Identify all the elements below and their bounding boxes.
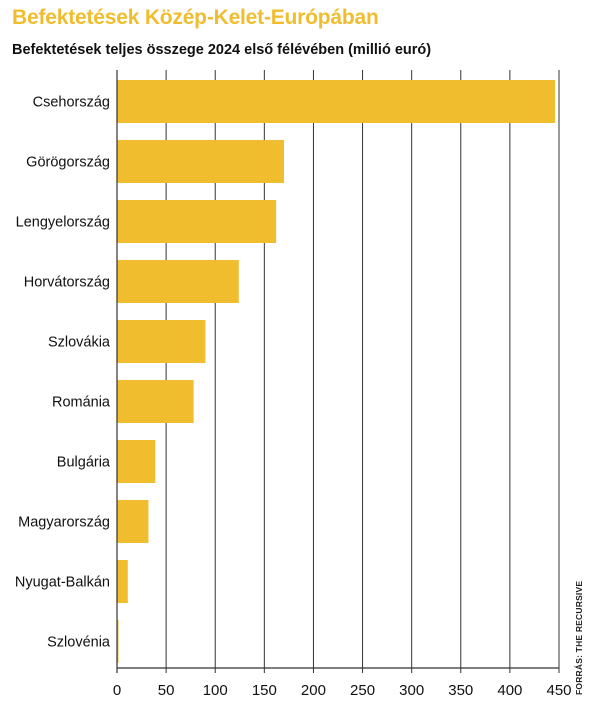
bar-10 — [117, 620, 119, 663]
category-label-9: Nyugat-Balkán — [15, 575, 110, 591]
x-tick-label-450: 450 — [546, 682, 571, 699]
category-labels: Csehország Görögország Lengyelország Horvát… — [15, 95, 111, 651]
category-label-4: Horvátország — [24, 275, 110, 291]
chart-subtitle: Befektetések teljes összege 2024 első fé… — [12, 42, 432, 58]
category-label-5: Szlovákia — [48, 335, 111, 351]
x-tick-label-150: 150 — [252, 682, 277, 699]
bar-7 — [117, 440, 156, 483]
category-label-7: Bulgária — [57, 455, 111, 471]
bar-1 — [117, 80, 556, 123]
bar-9 — [117, 560, 128, 603]
category-label-2: Görögország — [26, 155, 110, 171]
bar-4 — [117, 260, 239, 303]
x-tick-label-200: 200 — [301, 682, 326, 699]
bar-5 — [117, 320, 206, 363]
bars — [117, 80, 556, 663]
x-tick-label-50: 50 — [158, 682, 175, 699]
bar-2 — [117, 140, 284, 183]
x-tick-label-0: 0 — [113, 682, 121, 699]
bar-3 — [117, 200, 277, 243]
x-tick-label-300: 300 — [399, 682, 424, 699]
x-tick-labels: 0 50 100 150 200 250 300 350 400 450 — [113, 682, 572, 699]
axes — [116, 70, 559, 673]
x-tick-label-400: 400 — [497, 682, 522, 699]
category-label-10: Szlovénia — [47, 635, 111, 651]
source-note: FORRÁS: THE RECURSIVE — [574, 580, 584, 695]
x-tick-label-100: 100 — [203, 682, 228, 699]
bar-6 — [117, 380, 194, 423]
chart-title: Befektetések Közép-Kelet-Európában — [12, 6, 379, 29]
category-label-6: Románia — [52, 395, 111, 411]
bar-8 — [117, 500, 149, 543]
category-label-3: Lengyelország — [16, 215, 110, 231]
category-label-8: Magyarország — [18, 515, 110, 531]
x-tick-label-250: 250 — [350, 682, 375, 699]
x-tick-label-350: 350 — [448, 682, 473, 699]
category-label-1: Csehország — [33, 95, 110, 111]
